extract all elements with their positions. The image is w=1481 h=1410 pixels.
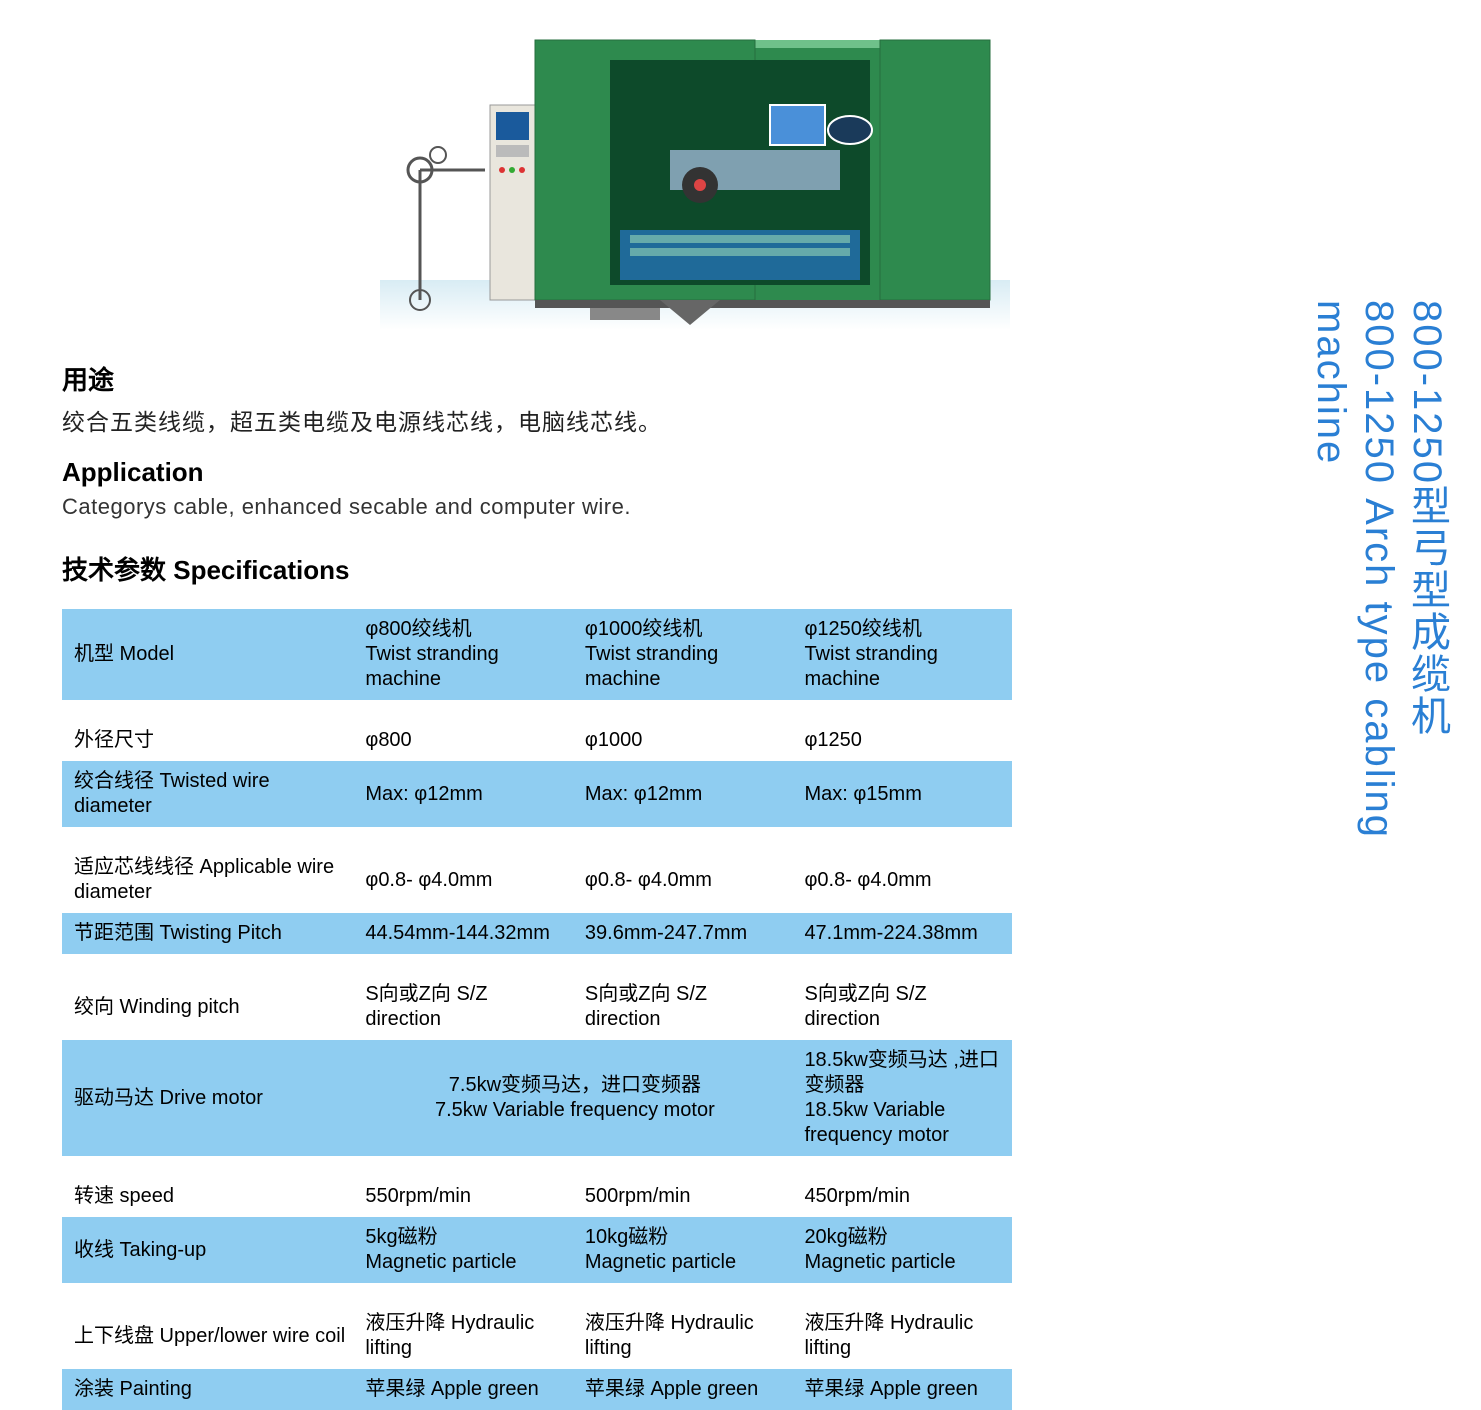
cell-label: 绞向 Winding pitch [62,974,353,1040]
cell: 44.54mm-144.32mm [353,913,573,954]
cell: 7.5kw变频马达，进口变频器 7.5kw Variable frequency… [353,1040,792,1156]
cell-label: 绞合线径 Twisted wire diameter [62,761,353,827]
cell: 39.6mm-247.7mm [573,913,793,954]
table-row: 驱动马达 Drive motor 7.5kw变频马达，进口变频器 7.5kw V… [62,1040,1012,1156]
cell: φ0.8- φ4.0mm [792,847,1012,913]
cell-line: Magnetic particle [365,1251,516,1273]
cell: 20kg磁粉 Magnetic particle [792,1217,1012,1283]
cell: φ800 [353,720,573,761]
side-title-cn: 800-1250型弓型成缆机 [1405,300,1449,737]
cell: 液压升降 Hydraulic lifting [792,1303,1012,1369]
table-row: 转速 speed 550rpm/min 500rpm/min 450rpm/mi… [62,1176,1012,1217]
side-title: 800-1250型弓型成缆机 800-1250 Arch type cablin… [1307,300,1451,1000]
cell: Max: φ15mm [792,761,1012,827]
table-row: 外径尺寸 φ800 φ1000 φ1250 [62,720,1012,761]
cell-line: Magnetic particle [804,1251,955,1273]
cell: 苹果绿 Apple green [573,1369,793,1410]
table-row: 绞合线径 Twisted wire diameter Max: φ12mm Ma… [62,761,1012,827]
cell: S向或Z向 S/Z direction [353,974,573,1040]
cell-label: 适应芯线线径 Applicable wire diameter [62,847,353,913]
cell-label: 转速 speed [62,1176,353,1217]
cell: 550rpm/min [353,1176,573,1217]
application-text-en: Categorys cable, enhanced secable and co… [62,494,1012,520]
cell: φ1250 [792,720,1012,761]
content-block: 用途 绞合五类线缆，超五类电缆及电源线芯线，电脑线芯线。 Application… [62,340,1012,1410]
cell-line: 5kg磁粉 [365,1226,437,1248]
cell-line: φ1000绞线机 [585,618,702,640]
cell: φ1000绞线机 Twist stranding machine [573,609,793,700]
machine-illustration [380,30,1010,330]
cell-label: 涂装 Painting [62,1369,353,1410]
page: 800-1250型弓型成缆机 800-1250 Arch type cablin… [0,0,1481,1337]
cell-line: 7.5kw变频马达，进口变频器 [449,1074,701,1096]
cell: 液压升降 Hydraulic lifting [353,1303,573,1369]
spec-table: 机型 Model φ800绞线机 Twist stranding machine… [62,609,1012,1410]
table-row: 节距范围 Twisting Pitch 44.54mm-144.32mm 39.… [62,913,1012,954]
cell: S向或Z向 S/Z direction [792,974,1012,1040]
cell-label: 节距范围 Twisting Pitch [62,913,353,954]
cell-line: 7.5kw Variable frequency motor [435,1099,715,1121]
usage-text-cn: 绞合五类线缆，超五类电缆及电源线芯线，电脑线芯线。 [62,403,1012,437]
cell: 10kg磁粉 Magnetic particle [573,1217,793,1283]
cell-line: Twist stranding machine [585,643,718,690]
table-row: 收线 Taking-up 5kg磁粉 Magnetic particle 10k… [62,1217,1012,1283]
cell-label: 外径尺寸 [62,720,353,761]
cell: 苹果绿 Apple green [792,1369,1012,1410]
application-heading-en: Application [62,457,1012,488]
table-row: 涂装 Painting 苹果绿 Apple green 苹果绿 Apple gr… [62,1369,1012,1410]
cell-line: Magnetic particle [585,1251,736,1273]
cell-line: φ800绞线机 [365,618,471,640]
table-row: 适应芯线线径 Applicable wire diameter φ0.8- φ4… [62,847,1012,913]
cell-line: 20kg磁粉 [804,1226,887,1248]
side-title-en: 800-1250 Arch type cabling machine [1309,300,1401,839]
cell-line: φ1250绞线机 [804,618,921,640]
cell: Max: φ12mm [353,761,573,827]
cell: 47.1mm-224.38mm [792,913,1012,954]
cell: 18.5kw变频马达 ,进口变频器 18.5kw Variable freque… [792,1040,1012,1156]
usage-heading-cn: 用途 [62,360,1012,397]
cell: 液压升降 Hydraulic lifting [573,1303,793,1369]
cell: Max: φ12mm [573,761,793,827]
cell: 5kg磁粉 Magnetic particle [353,1217,573,1283]
cell: φ1000 [573,720,793,761]
spec-heading: 技术参数 Specifications [62,550,1012,587]
cell-label: 机型 Model [62,609,353,700]
cell-label: 收线 Taking-up [62,1217,353,1283]
cell: φ800绞线机 Twist stranding machine [353,609,573,700]
cell-line: 18.5kw Variable frequency motor [804,1099,949,1146]
cell: φ1250绞线机 Twist stranding machine [792,609,1012,700]
cell: 500rpm/min [573,1176,793,1217]
cell-label: 驱动马达 Drive motor [62,1040,353,1156]
table-row: 机型 Model φ800绞线机 Twist stranding machine… [62,609,1012,700]
cell: 苹果绿 Apple green [353,1369,573,1410]
table-row: 绞向 Winding pitch S向或Z向 S/Z direction S向或… [62,974,1012,1040]
cell-line: 10kg磁粉 [585,1226,668,1248]
cell: φ0.8- φ4.0mm [573,847,793,913]
cell-line: Twist stranding machine [365,643,498,690]
cell: S向或Z向 S/Z direction [573,974,793,1040]
cell: φ0.8- φ4.0mm [353,847,573,913]
cell-label: 上下线盘 Upper/lower wire coil [62,1303,353,1369]
cell-line: 18.5kw变频马达 ,进口变频器 [804,1049,998,1096]
table-row: 上下线盘 Upper/lower wire coil 液压升降 Hydrauli… [62,1303,1012,1369]
cell-line: Twist stranding machine [804,643,937,690]
cell: 450rpm/min [792,1176,1012,1217]
